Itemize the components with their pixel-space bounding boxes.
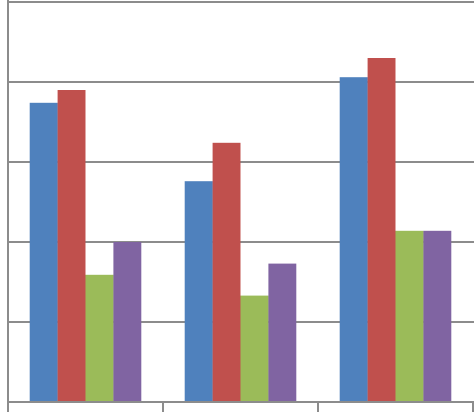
bar — [240, 295, 269, 402]
bar — [395, 230, 424, 402]
bar — [212, 142, 241, 403]
bar — [423, 230, 452, 402]
bar — [184, 181, 213, 402]
bar — [367, 58, 396, 402]
bar — [113, 242, 142, 402]
bar — [57, 90, 86, 402]
bar — [29, 102, 58, 403]
bar — [268, 263, 297, 402]
bar — [339, 77, 368, 402]
bar — [85, 274, 114, 402]
